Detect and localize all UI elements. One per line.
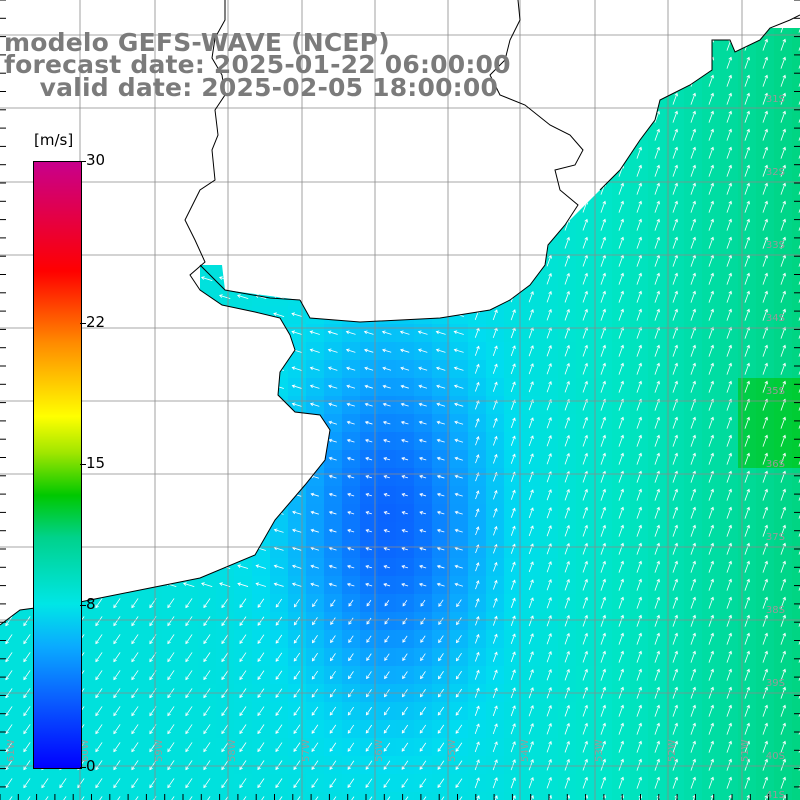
wind-speed-cell bbox=[792, 162, 800, 180]
wind-speed-cell bbox=[666, 792, 684, 800]
wind-speed-cell bbox=[792, 396, 800, 414]
wind-speed-cell bbox=[378, 792, 396, 800]
wind-speed-cell bbox=[144, 792, 162, 800]
wind-speed-cell bbox=[792, 216, 800, 234]
wind-arrow bbox=[780, 28, 786, 33]
wind-speed-cell bbox=[792, 612, 800, 630]
wind-speed-cell bbox=[648, 792, 666, 800]
wind-speed-cell bbox=[702, 792, 720, 800]
wind-arrowhead bbox=[782, 38, 787, 43]
wind-speed-cell bbox=[792, 702, 800, 720]
wind-speed-cell bbox=[324, 792, 342, 800]
wind-speed-cell bbox=[306, 792, 324, 800]
wind-speed-cell bbox=[792, 288, 800, 306]
wind-speed-cell bbox=[576, 792, 594, 800]
wind-speed-cell bbox=[792, 666, 800, 684]
wind-speed-cell bbox=[234, 792, 252, 800]
wind-speed-cell bbox=[54, 792, 72, 800]
wind-speed-cell bbox=[72, 792, 90, 800]
wind-speed-cell bbox=[792, 360, 800, 378]
wind-speed-cell bbox=[342, 792, 360, 800]
wind-arrowhead bbox=[764, 38, 769, 43]
wind-speed-cell bbox=[432, 792, 450, 800]
wind-speed-cell bbox=[792, 342, 800, 360]
wind-speed-cell bbox=[504, 792, 522, 800]
wind-speed-cell bbox=[792, 378, 800, 396]
wind-speed-cell bbox=[108, 792, 126, 800]
wind-speed-cell bbox=[720, 792, 738, 800]
wind-speed-cell bbox=[792, 450, 800, 468]
wind-speed-cell bbox=[126, 792, 144, 800]
wind-speed-cell bbox=[288, 792, 306, 800]
wind-speed-cell bbox=[0, 792, 18, 800]
wind-speed-cell bbox=[612, 792, 630, 800]
wind-speed-cell bbox=[792, 576, 800, 594]
wind-speed-cell bbox=[792, 774, 800, 792]
wind-speed-cell bbox=[738, 792, 756, 800]
wind-speed-cell bbox=[756, 792, 774, 800]
wind-speed-cell bbox=[792, 486, 800, 504]
wind-speed-cell bbox=[774, 28, 792, 36]
wind-speed-cell bbox=[792, 324, 800, 342]
wind-arrow bbox=[780, 39, 786, 51]
wind-speed-cell bbox=[792, 720, 800, 738]
wind-speed-cell bbox=[486, 792, 504, 800]
wind-speed-cell bbox=[216, 792, 234, 800]
wind-speed-cell bbox=[774, 792, 792, 800]
wind-speed-cell bbox=[792, 306, 800, 324]
wind-speed-cell bbox=[396, 792, 414, 800]
wind-speed-cell bbox=[180, 792, 198, 800]
wind-speed-cell bbox=[792, 738, 800, 756]
wind-speed-cell bbox=[18, 792, 36, 800]
wind-speed-cell bbox=[414, 792, 432, 800]
wind-speed-cell bbox=[468, 792, 486, 800]
wind-speed-cell bbox=[198, 792, 216, 800]
wind-speed-cell bbox=[792, 28, 800, 36]
wind-speed-cell bbox=[792, 594, 800, 612]
wind-speed-cell bbox=[792, 180, 800, 198]
wind-speed-cell bbox=[684, 792, 702, 800]
wind-speed-cell bbox=[792, 36, 800, 54]
wind-speed-cell bbox=[450, 792, 468, 800]
wind-speed-cell bbox=[792, 198, 800, 216]
wind-speed-cell bbox=[792, 90, 800, 108]
wind-speed-cell bbox=[270, 792, 288, 800]
wind-speed-cell bbox=[792, 468, 800, 486]
wind-speed-cell bbox=[792, 108, 800, 126]
wind-speed-cell bbox=[792, 72, 800, 90]
wind-speed-cell bbox=[792, 432, 800, 450]
wind-speed-cell bbox=[630, 792, 648, 800]
wind-speed-cell bbox=[360, 792, 378, 800]
wind-speed-cell bbox=[792, 252, 800, 270]
wind-speed-cell bbox=[792, 414, 800, 432]
wind-speed-cell bbox=[792, 54, 800, 72]
wind-speed-cell bbox=[792, 144, 800, 162]
wind-speed-cell bbox=[792, 270, 800, 288]
wind-speed-cell bbox=[594, 792, 612, 800]
wind-speed-cell bbox=[252, 792, 270, 800]
wind-speed-cell bbox=[36, 792, 54, 800]
wind-speed-cell bbox=[792, 234, 800, 252]
wind-speed-cell bbox=[792, 756, 800, 774]
wind-speed-cell bbox=[792, 630, 800, 648]
wind-speed-cell bbox=[792, 792, 800, 800]
wind-speed-cell bbox=[162, 792, 180, 800]
wind-arrow bbox=[762, 39, 768, 51]
wind-speed-cell bbox=[90, 792, 108, 800]
wind-speed-cell bbox=[792, 126, 800, 144]
wind-speed-cell bbox=[792, 648, 800, 666]
wind-speed-cell bbox=[792, 504, 800, 522]
